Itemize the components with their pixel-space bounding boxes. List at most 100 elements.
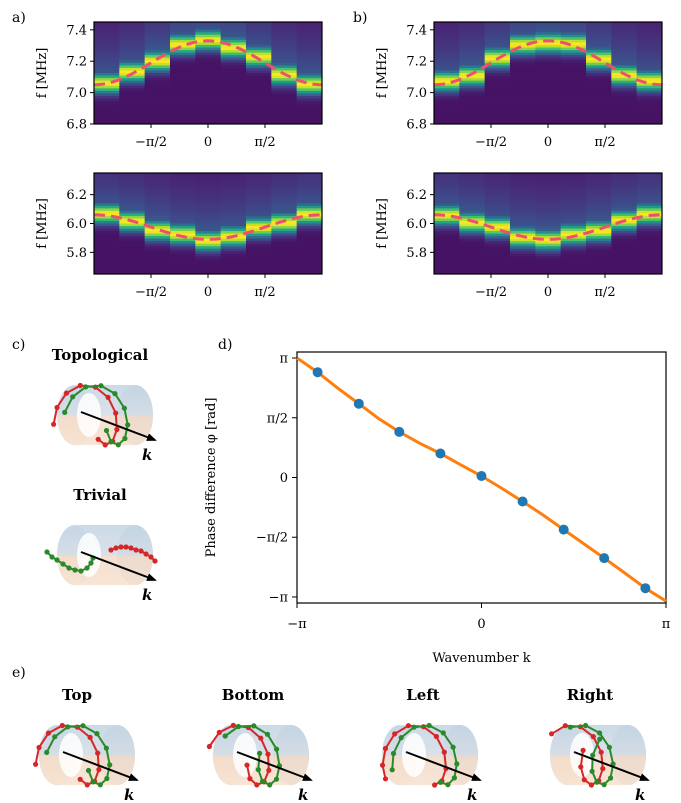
heatmap-cell (144, 183, 171, 187)
heatmap-cell (611, 78, 638, 82)
heatmap-cell (296, 88, 323, 92)
heatmap-cell (611, 34, 638, 38)
heatmap-cell (170, 185, 196, 189)
heatmap-cell (220, 251, 247, 255)
heatmap-cell (94, 98, 120, 102)
heatmap-cell (144, 37, 171, 41)
heatmap-cell (119, 210, 146, 214)
heatmap-cell (611, 241, 638, 245)
heatmap-cell (586, 42, 612, 46)
heatmap-cell (94, 256, 120, 260)
heatmap-cell (271, 210, 298, 214)
heatmap-cell (246, 27, 272, 31)
heatmap-cell (170, 101, 196, 104)
heatmap-cell (220, 101, 247, 104)
heatmap-cell (296, 75, 323, 79)
heatmap-cell (246, 111, 272, 115)
heatmap-cell (246, 266, 272, 270)
k-label: k (124, 786, 134, 803)
heatmap-cell (220, 210, 247, 214)
heatmap-cell (246, 241, 272, 245)
heatmap-cell (246, 233, 272, 237)
winding-point (583, 722, 589, 729)
heatmap-cell (220, 256, 247, 260)
heatmap-cell (220, 208, 247, 212)
heatmap-cell (560, 258, 587, 262)
heatmap-cell (560, 22, 587, 25)
heatmap-cell (434, 246, 460, 250)
heatmap-cell (144, 47, 171, 51)
heatmap-cell (611, 208, 638, 212)
heatmap-cell (459, 65, 486, 69)
heatmap-cell (586, 70, 612, 74)
heatmap-cell (636, 228, 663, 232)
heatmap-cell (434, 266, 460, 270)
heatmap-cell (510, 22, 536, 25)
heatmap-cell (484, 256, 511, 260)
heatmap-cell (560, 200, 587, 204)
winding-point (105, 394, 111, 400)
heatmap-cell (535, 251, 562, 255)
heatmap-cell (510, 103, 536, 107)
heatmap-cell (170, 103, 196, 107)
heatmap-cell (220, 243, 247, 247)
heatmap-cell (94, 55, 120, 59)
heatmap-cell (271, 39, 298, 43)
winding-point (115, 442, 121, 448)
heatmap-cell (119, 195, 146, 199)
heatmap-cell (246, 228, 272, 232)
heatmap-cell (195, 73, 222, 76)
heatmap-cell (271, 65, 298, 69)
heatmap-cell (434, 93, 460, 97)
heatmap-cell (611, 246, 638, 250)
heatmap-cell (195, 173, 222, 176)
heatmap-cell (484, 95, 511, 99)
heatmap-cell (94, 205, 120, 209)
heatmap-cell (170, 248, 196, 252)
heatmap-cell (459, 55, 486, 59)
heatmap-cell (246, 178, 272, 181)
heatmap-cell (484, 246, 511, 250)
data-point (640, 583, 651, 594)
heatmap-cell (271, 231, 298, 234)
heatmap-cell (484, 78, 511, 82)
heatmap-cell (119, 215, 146, 219)
y-tick-label: 6.2 (66, 188, 87, 203)
label-top: Top (62, 686, 92, 704)
heatmap-cell (271, 22, 298, 25)
heatmap-cell (271, 62, 298, 66)
heatmap-cell (94, 78, 120, 82)
heatmap-cell (510, 188, 536, 192)
heatmap-cell (636, 243, 663, 247)
heatmap-cell (271, 180, 298, 184)
heatmap-cell (611, 243, 638, 247)
winding-point (65, 724, 71, 730)
heatmap-cell (246, 95, 272, 99)
y-tick-label: 6.2 (406, 188, 427, 203)
heatmap-cell (459, 44, 486, 48)
heatmap-cell (459, 60, 486, 64)
heatmap-cell (94, 213, 120, 217)
heatmap-cell (510, 271, 536, 275)
heatmap-cell (94, 57, 120, 61)
heatmap-b-lower: 5.86.06.2−π/2 0 π/2f [MHz] (375, 172, 663, 300)
heatmap-cell (195, 190, 222, 194)
heatmap-cell (144, 44, 171, 48)
heatmap-cell (510, 246, 536, 250)
heatmap-cell (636, 55, 663, 59)
heatmap-cell (510, 57, 536, 61)
heatmap-cell (586, 60, 612, 64)
heatmap-cell (611, 108, 638, 112)
heatmap-cell (144, 268, 171, 272)
heatmap-cell (636, 185, 663, 189)
heatmap-cell (195, 32, 222, 36)
heatmap-cell (535, 98, 562, 102)
heatmap-cell (271, 173, 298, 176)
heatmap-cell (636, 78, 663, 82)
data-point (353, 398, 364, 409)
heatmap-cell (220, 175, 247, 179)
heatmap-cell (119, 52, 146, 56)
heatmap-cell (119, 29, 146, 33)
heatmap-cell (459, 29, 486, 33)
heatmap-cell (459, 47, 486, 51)
